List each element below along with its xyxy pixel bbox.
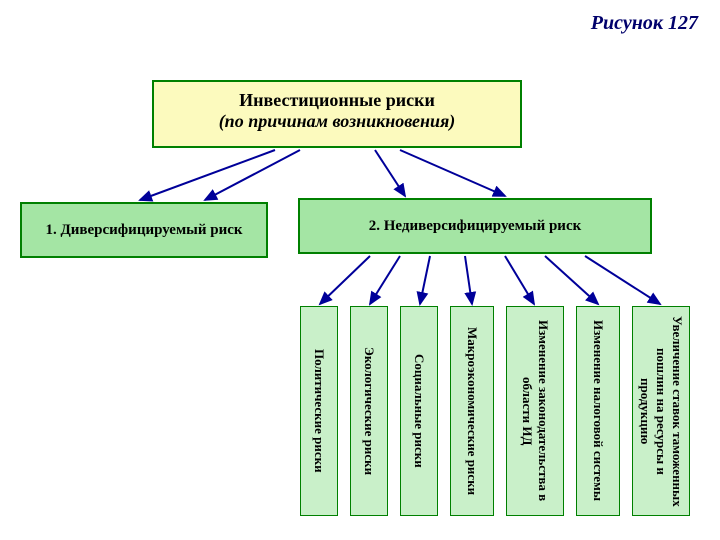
branch-diversifiable: 1. Диверсифицируемый риск bbox=[20, 202, 268, 258]
leaf-node: Экологические риски bbox=[350, 306, 388, 516]
root-subtitle: (по причинам возникновения) bbox=[164, 111, 510, 132]
leaf-node: Макроэкономические риски bbox=[450, 306, 494, 516]
leaf-node: Увеличение ставок таможенных пошлин на р… bbox=[632, 306, 690, 516]
branch-label: 2. Недиверсифицируемый риск bbox=[369, 218, 582, 235]
leaf-node: Изменение налоговой системы bbox=[576, 306, 620, 516]
root-node: Инвестиционные риски (по причинам возник… bbox=[152, 80, 522, 148]
figure-label: Рисунок 127 bbox=[591, 12, 698, 35]
leaf-node: Социальные риски bbox=[400, 306, 438, 516]
branch-label: 1. Диверсифицируемый риск bbox=[45, 222, 242, 239]
branch-nondiversifiable: 2. Недиверсифицируемый риск bbox=[298, 198, 652, 254]
root-title: Инвестиционные риски bbox=[164, 90, 510, 111]
leaf-node: Изменение законодательства в области ИД bbox=[506, 306, 564, 516]
leaf-node: Политические риски bbox=[300, 306, 338, 516]
